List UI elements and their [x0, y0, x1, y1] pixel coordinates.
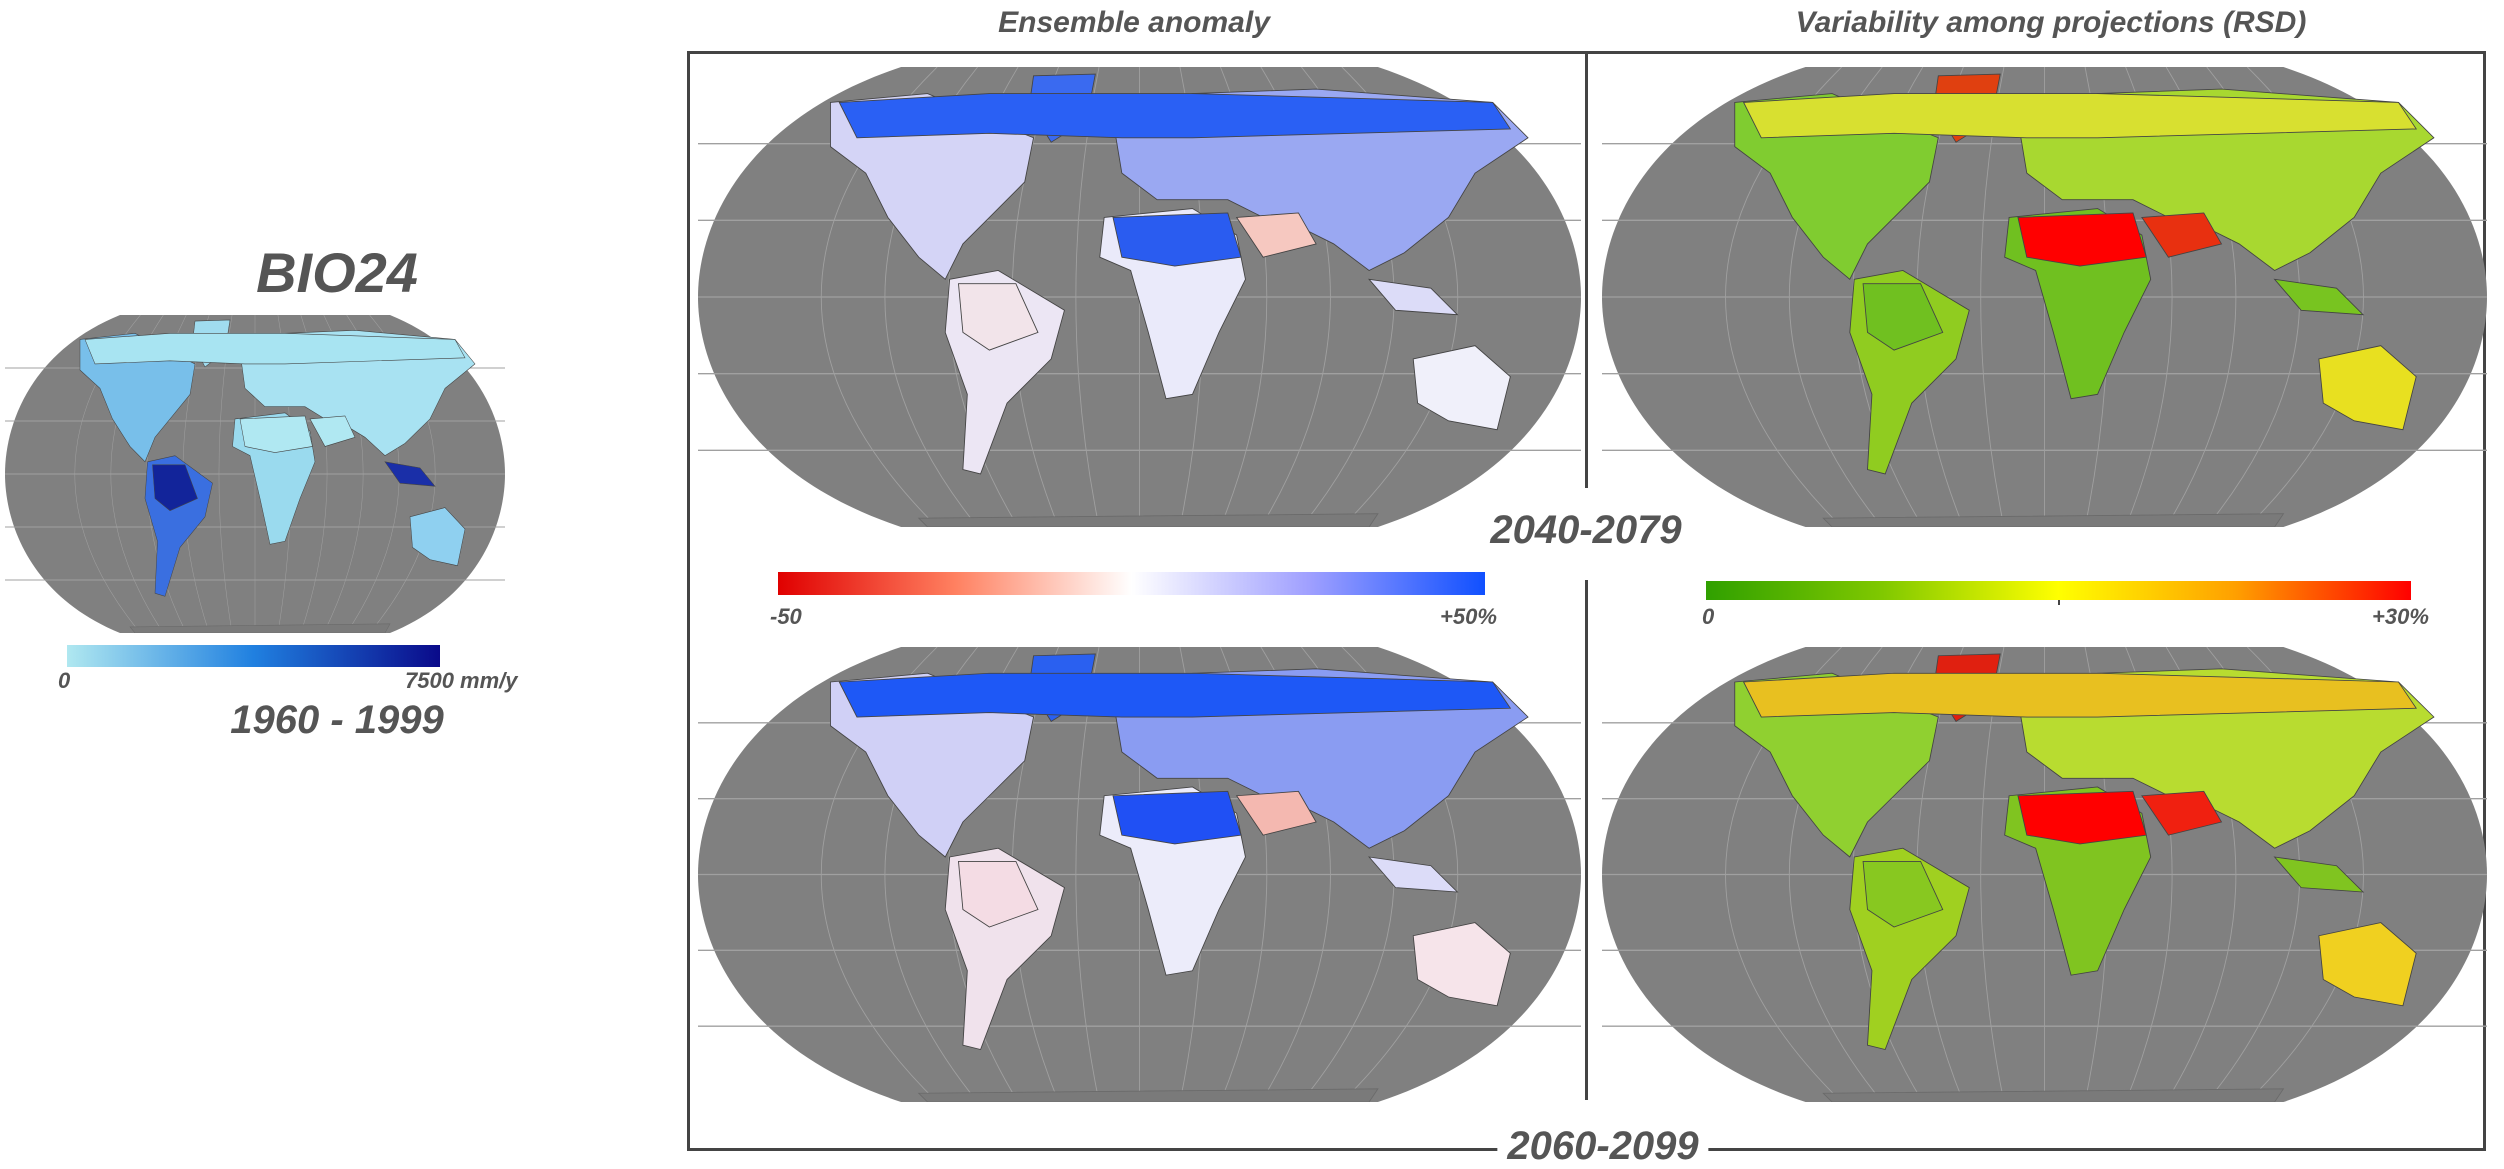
period-label-1: 2040-2079 [1484, 508, 1688, 553]
map-baseline [5, 315, 505, 633]
region-sahara [1112, 790, 1242, 845]
column-divider-bottom [1585, 580, 1588, 1100]
region-mideast [309, 415, 356, 447]
colorbar-baseline [67, 645, 440, 667]
region-amazon [958, 283, 1039, 351]
colorbar-baseline-min: 0 [58, 668, 71, 693]
colorbar-rsd-min: 0 [1702, 604, 1715, 629]
map-anomaly-2060-2099 [698, 647, 1581, 1102]
region-arctic [1742, 93, 2418, 139]
region-sahara [239, 415, 313, 453]
colorbar-anomaly-max: +50% [1440, 604, 1497, 629]
baseline-period: 1960 - 1999 [230, 698, 444, 742]
region-sea [384, 461, 436, 487]
column-title-rsd: Variability among projections (RSD) [1795, 6, 2307, 39]
region-sahara [2017, 212, 2147, 267]
region-amazon [958, 860, 1039, 928]
colorbar-anomaly [778, 572, 1485, 595]
period-label-2: 2060-2099 [1497, 1124, 1709, 1169]
region-sahara [2017, 790, 2147, 845]
region-arctic [838, 672, 1512, 718]
region-sea [1367, 278, 1459, 316]
region-aus [2318, 922, 2417, 1007]
region-amazon [1862, 283, 1944, 351]
column-divider-top [1585, 51, 1588, 488]
colorbar-rsd-max: +30% [2372, 604, 2429, 629]
region-sea [2273, 278, 2365, 316]
region-aus [2318, 345, 2417, 431]
region-aus [1412, 345, 1511, 431]
region-sahara [1112, 212, 1242, 267]
region-arctic [84, 333, 466, 365]
region-sea [2273, 856, 2365, 893]
region-aus [1412, 922, 1511, 1007]
region-mideast [2141, 212, 2223, 258]
region-mideast [1235, 790, 1317, 836]
map-rsd-2040-2079 [1602, 67, 2487, 527]
region-mideast [1235, 212, 1317, 258]
main-title: BIO24 [256, 241, 418, 304]
region-arctic [1742, 672, 2418, 718]
region-arctic [838, 93, 1512, 139]
colorbar-baseline-max: 7500 mm/y [405, 668, 518, 693]
map-rsd-2060-2099 [1602, 647, 2487, 1102]
region-mideast [2141, 790, 2223, 836]
region-ant [917, 513, 1379, 527]
colorbar-anomaly-min: -50 [770, 604, 802, 629]
region-amazon [152, 464, 198, 512]
region-ant [1822, 513, 2285, 527]
region-ant [1822, 1088, 2285, 1102]
map-anomaly-2040-2079 [698, 67, 1581, 527]
region-aus [409, 507, 466, 567]
colorbar-rsd [1706, 581, 2411, 600]
region-ant [129, 623, 391, 633]
region-sea [1367, 856, 1459, 893]
column-title-anomaly: Ensemble anomaly [998, 6, 1270, 39]
colorbar-rsd-mid-tick [2058, 600, 2060, 605]
region-amazon [1862, 860, 1944, 928]
region-ant [917, 1088, 1379, 1102]
